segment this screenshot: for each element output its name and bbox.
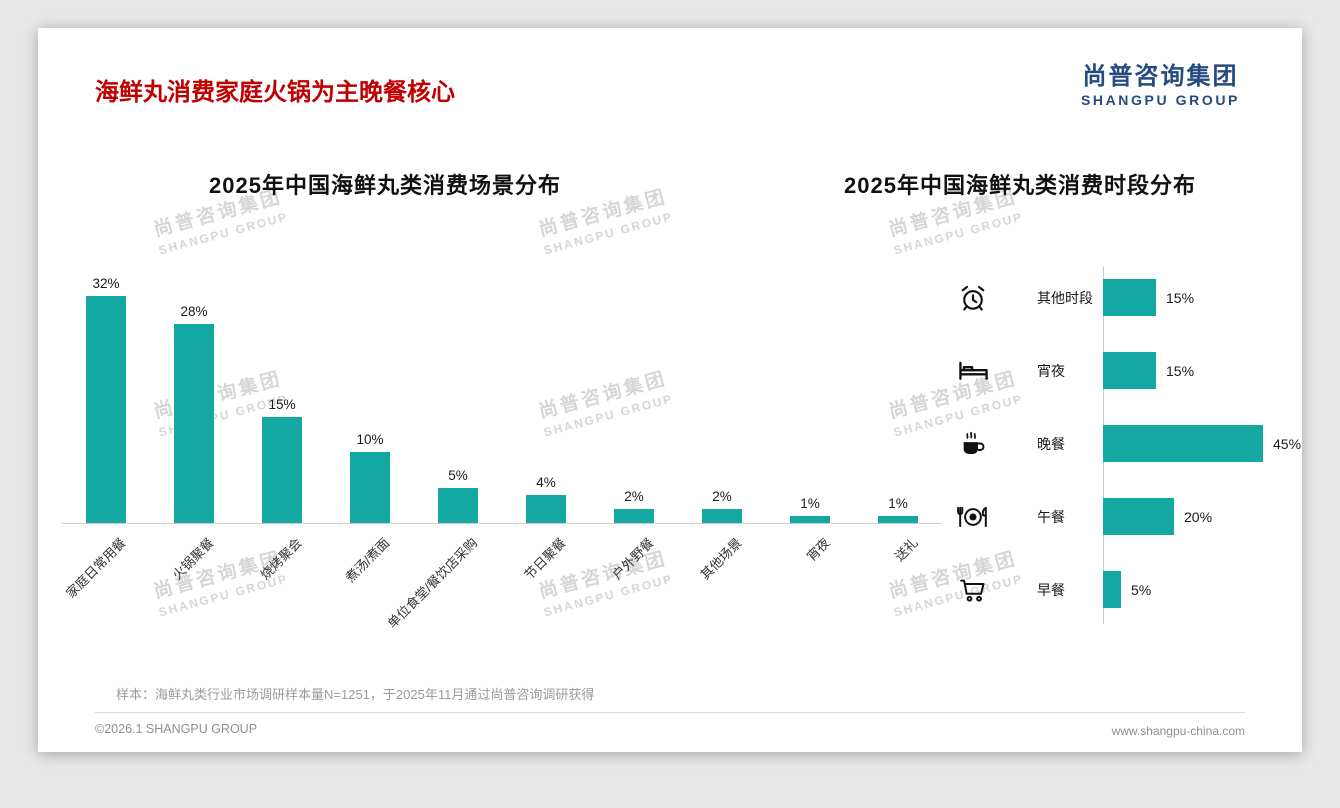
chart-row: 早餐 5% xyxy=(955,553,1301,626)
logo-en-text: SHANGPU GROUP xyxy=(1080,92,1240,108)
bar-column: 4% xyxy=(502,273,590,523)
category-label: 户外野餐 xyxy=(609,535,657,583)
category-label-cell: 户外野餐 xyxy=(590,525,678,650)
time-chart-title: 2025年中国海鲜丸类消费时段分布 xyxy=(844,173,1196,198)
category-label: 家庭日常用餐 xyxy=(62,535,129,601)
bar xyxy=(1103,571,1121,608)
category-label-cell: 宵夜 xyxy=(766,525,854,650)
bar-value-label: 15% xyxy=(1166,289,1195,306)
website-text: www.shangpu-china.com xyxy=(1111,724,1245,738)
bar-value-label: 2% xyxy=(624,489,644,504)
bar xyxy=(526,495,566,523)
category-label: 宵夜 xyxy=(803,535,833,565)
category-label-cell: 节日聚餐 xyxy=(502,525,590,650)
bar-value-label: 15% xyxy=(268,397,296,412)
category-label: 午餐 xyxy=(1037,508,1065,525)
bar-value-label: 1% xyxy=(800,496,820,511)
category-label-cell: 单位食堂/餐饮店采购 xyxy=(385,525,502,650)
category-label-cell: 火锅聚餐 xyxy=(150,525,238,650)
bar xyxy=(790,516,830,523)
bar-column: 5% xyxy=(414,273,502,523)
chart-row: 宵夜 15% xyxy=(955,334,1301,407)
copyright-text: ©2026.1 SHANGPU GROUP xyxy=(95,722,258,736)
category-label: 煮汤/煮面 xyxy=(342,535,393,586)
bar xyxy=(86,296,126,523)
chart-row: 晚餐 45% xyxy=(955,407,1301,480)
scene-distribution-chart: 32% 28% 15% 10% 5% 4% 2% 2% 1% 1% xyxy=(62,273,942,524)
category-label: 早餐 xyxy=(1037,581,1065,598)
bar-value-label: 2% xyxy=(712,489,732,504)
bar xyxy=(1103,425,1263,462)
category-label-cell: 其他场景 xyxy=(678,525,766,650)
category-label: 火锅聚餐 xyxy=(169,535,217,583)
sample-note: 样本：海鲜丸类行业市场调研样本量N=1251，于2025年11月通过尚普咨询调研… xyxy=(116,687,595,702)
bar xyxy=(262,417,302,523)
bar-column: 2% xyxy=(678,273,766,523)
scene-chart-category-labels: 家庭日常用餐 火锅聚餐 烧烤聚会 煮汤/煮面 单位食堂/餐饮店采购 节日聚餐 户外野餐 其他场… xyxy=(62,525,942,650)
bed-icon xyxy=(955,354,991,387)
footer-divider xyxy=(95,712,1245,713)
bar xyxy=(1103,498,1174,535)
shopping-cart-icon xyxy=(955,575,991,605)
bar-column: 2% xyxy=(590,273,678,523)
bar xyxy=(614,509,654,523)
bar-column: 15% xyxy=(238,273,326,523)
category-label-cell: 家庭日常用餐 xyxy=(62,525,150,650)
bar xyxy=(174,324,214,523)
bar-value-label: 5% xyxy=(448,468,468,483)
bar-value-label: 20% xyxy=(1184,508,1213,525)
bar-value-label: 5% xyxy=(1131,581,1152,598)
bar xyxy=(438,488,478,523)
category-label: 其他时段 xyxy=(1037,289,1093,306)
bar-value-label: 28% xyxy=(180,304,208,319)
category-label: 送礼 xyxy=(891,535,921,565)
coffee-cup-icon xyxy=(955,429,991,459)
category-label: 晚餐 xyxy=(1037,435,1065,452)
chart-row: 午餐 20% xyxy=(955,480,1301,553)
logo-cn-text: 尚普咨询集团 xyxy=(1082,63,1239,90)
bar-column: 32% xyxy=(62,273,150,523)
bar-value-label: 1% xyxy=(888,496,908,511)
bar-value-label: 32% xyxy=(92,276,120,291)
report-slide: 尚普咨询集团 SHANGPU GROUP 尚普咨询集团 SHANGPU GROUP 尚普… xyxy=(38,28,1302,752)
category-label-cell: 送礼 xyxy=(854,525,942,650)
bar-value-label: 4% xyxy=(536,475,556,490)
watermark-en-text: SHANGPU GROUP xyxy=(157,209,290,258)
bar xyxy=(1103,352,1156,389)
watermark-en-text: SHANGPU GROUP xyxy=(892,209,1025,258)
time-distribution-chart: 其他时段 15% 宵夜 15% 晚餐 45% 午餐 20% 早餐 5% xyxy=(955,261,1301,626)
chart-row: 其他时段 15% xyxy=(955,261,1301,334)
bar-column: 1% xyxy=(854,273,942,523)
bar-value-label: 15% xyxy=(1166,362,1195,379)
bar-value-label: 45% xyxy=(1273,435,1302,452)
category-label: 烧烤聚会 xyxy=(257,535,305,583)
bar xyxy=(702,509,742,523)
watermark-en-text: SHANGPU GROUP xyxy=(542,209,675,258)
scene-chart-title: 2025年中国海鲜丸类消费场景分布 xyxy=(209,173,561,198)
category-label: 节日聚餐 xyxy=(521,535,569,583)
bar xyxy=(878,516,918,523)
bar xyxy=(1103,279,1156,316)
alarm-clock-icon xyxy=(955,283,991,313)
bar-value-label: 10% xyxy=(356,432,384,447)
plate-cutlery-icon xyxy=(955,501,991,533)
category-label-cell: 烧烤聚会 xyxy=(238,525,326,650)
company-logo: 尚普咨询集团 SHANGPU GROUP xyxy=(1081,56,1240,108)
page-title: 海鲜丸消费家庭火锅为主晚餐核心 xyxy=(95,79,455,106)
bar xyxy=(350,452,390,523)
category-label: 其他场景 xyxy=(697,535,745,583)
bar-column: 28% xyxy=(150,273,238,523)
category-label-cell: 煮汤/煮面 xyxy=(326,525,414,650)
bar-column: 1% xyxy=(766,273,854,523)
bar-column: 10% xyxy=(326,273,414,523)
category-label: 宵夜 xyxy=(1037,362,1065,379)
